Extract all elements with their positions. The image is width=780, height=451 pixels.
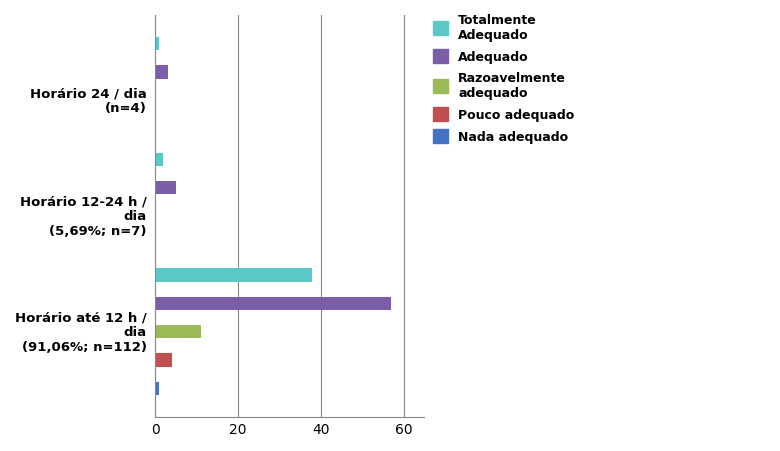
Bar — [155, 153, 163, 166]
Bar — [155, 297, 391, 310]
Bar — [155, 38, 159, 51]
Bar — [155, 182, 176, 195]
Bar — [155, 382, 159, 395]
Legend: Totalmente
Adequado, Adequado, Razoavelmente
adequado, Pouco adequado, Nada adeq: Totalmente Adequado, Adequado, Razoavelm… — [433, 14, 574, 144]
Bar — [155, 66, 168, 79]
Bar — [155, 269, 313, 282]
Bar — [155, 354, 172, 367]
Bar — [155, 325, 200, 338]
